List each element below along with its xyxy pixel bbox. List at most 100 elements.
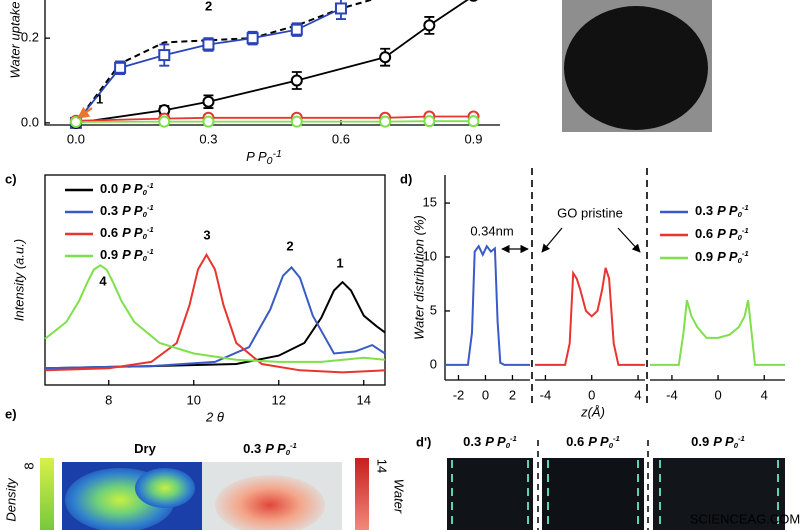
- pointer-arrow: [617, 227, 641, 253]
- text-part: 0.6: [100, 225, 118, 240]
- annotation-arrow: [77, 106, 93, 119]
- panel-label: e): [5, 406, 17, 421]
- x-axis-label: P P0-1: [246, 148, 282, 167]
- text-part: 0: [506, 441, 511, 450]
- text-part: -1: [742, 226, 749, 235]
- x-tick-label: 4: [761, 387, 768, 402]
- x-axis-label: z(Å): [580, 404, 605, 419]
- text-part: P P: [717, 249, 738, 264]
- marker: [334, 2, 347, 15]
- y-tick-label: 0.0: [21, 114, 39, 129]
- text-part: P P: [713, 434, 734, 449]
- text-part: 0: [143, 188, 148, 197]
- legend-label: 0.3 P P0-1: [100, 203, 154, 219]
- panel-title: 0.3 P P0-1: [463, 434, 517, 450]
- panel-label: d'): [416, 434, 431, 449]
- x-tick-label: 0.0: [67, 131, 85, 146]
- series-line: [75, 115, 474, 122]
- legend-label: 0.9 P P0-1: [695, 249, 749, 265]
- series-line: [75, 120, 474, 123]
- membrane-photo: [564, 6, 708, 130]
- watermark: SCIENCEAG.COM: [690, 511, 800, 526]
- marker: [158, 49, 171, 62]
- panel-title: 0.6 P P0-1: [566, 434, 620, 450]
- text-part: 0.9: [695, 249, 713, 264]
- marker: [69, 116, 82, 129]
- text-part: 0.9: [691, 434, 709, 449]
- y-axis-label: Intensity (a.u.): [11, 239, 26, 321]
- y-tick-label: 15: [423, 194, 437, 209]
- colorbar-label: Density: [3, 477, 18, 522]
- text-part: -1: [147, 225, 154, 234]
- snapshot: [653, 458, 785, 530]
- y-tick-label: 0: [430, 356, 437, 371]
- text-part: 0.3: [243, 441, 261, 456]
- text-part: 0: [143, 254, 148, 263]
- series-line: [44, 265, 386, 370]
- text-part: P P: [246, 149, 267, 164]
- x-tick-label: 0: [714, 387, 721, 402]
- text-part: 0.0: [100, 181, 118, 196]
- series-line: [535, 267, 645, 366]
- x-tick-label: 8: [105, 392, 112, 407]
- marker: [202, 38, 215, 51]
- heatmap-blob: [135, 468, 195, 508]
- x-tick-label: 0: [482, 387, 489, 402]
- text-part: 0: [738, 256, 743, 265]
- marker: [379, 51, 392, 64]
- text-part: 0: [286, 448, 291, 457]
- text-part: 0: [738, 233, 743, 242]
- text-part: P P: [717, 226, 738, 241]
- snapshot: [542, 458, 644, 530]
- panel-label: d): [400, 171, 412, 186]
- marker: [467, 115, 480, 128]
- colorbar: [40, 458, 54, 530]
- y-axis-label: Water distribution (%): [411, 215, 426, 340]
- text-part: P P: [122, 225, 143, 240]
- x-axis-label: 2 θ: [205, 409, 224, 424]
- x-tick-label: 12: [272, 392, 286, 407]
- text-part: 0.6: [695, 226, 713, 241]
- series-line: [44, 264, 386, 363]
- legend-label: 0.6 P P0-1: [100, 225, 154, 241]
- axis: [44, 0, 500, 126]
- text-part: 0.6: [566, 434, 584, 449]
- text-part: P P: [588, 434, 609, 449]
- annotation: 2: [286, 238, 293, 253]
- snapshot-walls: [451, 460, 779, 530]
- text-part: 0.9: [100, 247, 118, 262]
- text-part: 0: [734, 441, 739, 450]
- text-part: P P: [265, 441, 286, 456]
- text-part: -1: [147, 247, 154, 256]
- y-axis-label: Water uptake: [7, 1, 22, 78]
- series-line: [75, 0, 375, 124]
- legend-label: 0.9 P P0-1: [100, 247, 154, 263]
- x-tick-label: -4: [540, 387, 552, 402]
- text-part: P P: [122, 203, 143, 218]
- x-tick-label: 4: [634, 387, 641, 402]
- text-part: 0.3: [100, 203, 118, 218]
- text-part: P P: [122, 181, 143, 196]
- pointer-arrow: [541, 227, 563, 253]
- text-part: -1: [510, 434, 517, 443]
- annotation: 4: [99, 273, 107, 288]
- text-part: -1: [272, 148, 281, 160]
- x-tick-label: 14: [357, 392, 371, 407]
- y-tick-label: 10: [423, 248, 437, 263]
- text-part: 0: [738, 210, 743, 219]
- x-tick-label: 2: [509, 387, 516, 402]
- annotation: 2: [205, 0, 212, 13]
- x-tick-label: 0.9: [464, 131, 482, 146]
- x-tick-label: 0: [588, 387, 595, 402]
- panel-title: 0.9 P P0-1: [691, 434, 745, 450]
- x-tick-label: 0.6: [332, 131, 350, 146]
- y-tick-label: 5: [430, 302, 437, 317]
- legend-label: 0.6 P P0-1: [695, 226, 749, 242]
- panel-title: 0.3 P P0-1: [243, 441, 297, 457]
- colorbar-tick: 14: [375, 459, 390, 473]
- text-part: P P: [122, 247, 143, 262]
- marker: [469, 0, 478, 2]
- text-part: Dry: [134, 441, 156, 456]
- marker: [379, 115, 392, 128]
- series-line: [650, 299, 785, 366]
